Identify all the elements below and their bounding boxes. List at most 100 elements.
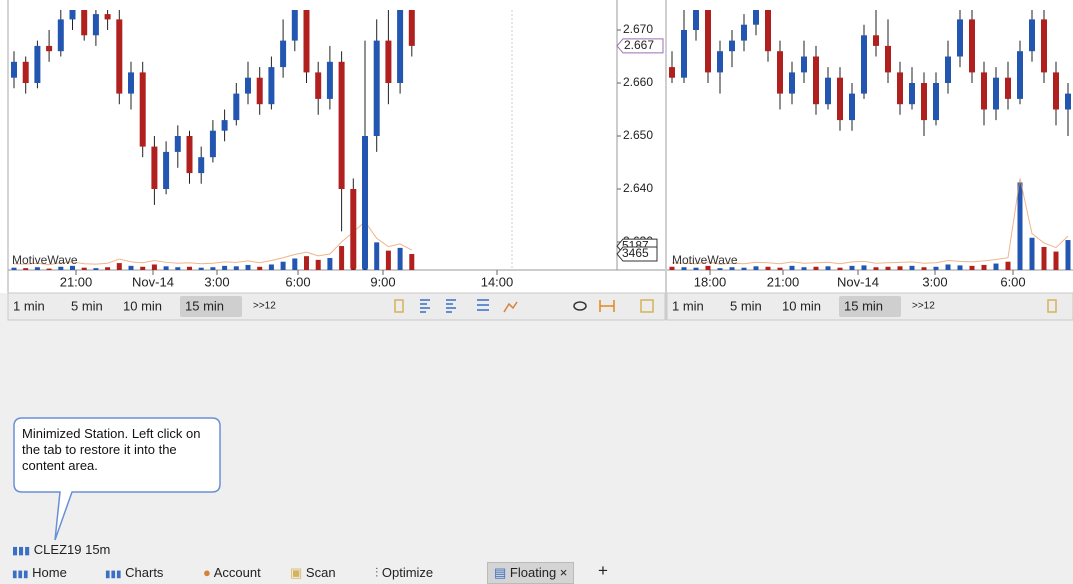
volume-bar [409,254,415,270]
candle-body [151,146,158,189]
tab-label[interactable]: Scan [305,565,336,580]
candle-body [717,51,723,73]
volume-bar [861,265,867,270]
watermark: MotiveWave [12,253,78,267]
candle-body [315,72,322,99]
volume-bar [257,266,263,270]
timeframe-button[interactable]: 1 min [672,298,704,313]
bottom-tabs: ▮▮▮ Home ▮▮▮ Charts ● Account ▣ Scan ⫶ O… [0,561,1073,584]
candle-body [385,40,392,83]
timeframe-button[interactable]: 10 min [782,298,821,313]
volume-bar [729,267,735,270]
volume-bar [1053,251,1059,270]
time-label: 9:00 [370,274,395,289]
candle-body [801,56,807,73]
volume-bar [268,264,274,270]
candle-body [825,77,831,105]
candle-body [104,14,111,20]
volume-bar [175,267,181,270]
volume-bar [11,267,17,270]
volume-bar [897,266,903,270]
timeframe-button[interactable]: 10 min [123,298,162,313]
timeframe-button[interactable]: 5 min [71,298,103,313]
volume-bar [801,267,807,270]
more-timeframes[interactable]: >>12 [253,301,276,312]
volume-bar [210,267,216,270]
timeframe-selected [839,296,901,317]
candle-body [1029,19,1035,52]
candle-body [981,72,987,110]
volume-bar [315,259,321,270]
tab-label[interactable]: Account [213,565,261,580]
candle-body [209,130,216,158]
volume-bar [1005,261,1011,270]
last-price-label: 2.667 [624,38,654,52]
more-timeframes[interactable]: >>12 [912,301,935,312]
tab-scan[interactable]: ▣ Scan [290,565,336,580]
volume-bar [58,266,64,270]
volume-bar [385,250,391,270]
timeframe-button[interactable]: 15 min [185,298,224,313]
last-price-box [616,38,664,54]
price-tick-label: 2.650 [623,128,653,142]
volume-bar [693,267,699,270]
candle-body [933,83,939,121]
tab-label[interactable]: Charts [125,565,164,580]
watermark: MotiveWave [672,253,738,267]
volume-bar [873,267,879,270]
minimized-tab-label[interactable]: CLEZ19 15m [33,542,111,557]
candle-body [777,51,783,94]
volume-bar [1041,246,1047,270]
minimized-tab[interactable]: ▮▮▮ CLEZ19 15m [12,542,111,557]
timeframe-selected [180,296,242,317]
volume-bar [669,266,675,270]
volume-bar [374,242,380,270]
volume-bar [292,258,298,270]
candle-body [34,45,41,83]
candle-body [729,40,735,52]
volume-bar [339,246,345,270]
volume-bar [23,268,29,270]
candle-body [116,19,123,94]
tab-label[interactable]: Home [32,565,67,580]
tab-close[interactable]: × [559,565,568,580]
candle-body [268,67,275,105]
timeframe-button[interactable]: 5 min [730,298,762,313]
time-label: 18:00 [694,274,727,289]
timeframe-button[interactable]: 15 min [844,298,883,313]
tab-optimize[interactable]: ⫶ Optimize [375,565,434,580]
time-label: 21:00 [767,274,800,289]
timeframe-button[interactable]: 1 min [13,298,45,313]
candle-body [921,83,927,121]
candle-body [837,77,843,121]
candle-body [280,40,287,68]
candle-body [669,67,675,78]
tab-account[interactable]: ● Account [203,565,261,580]
volume-bar [765,266,771,270]
tab-home[interactable]: ▮▮▮ Home [12,565,67,580]
volume-bar [128,265,134,270]
tab-label[interactable]: Optimize [381,565,434,580]
volume-bar [957,265,963,270]
candle-body [303,10,310,73]
toolbar-icons [394,299,1057,313]
tab-charts[interactable]: ▮▮▮ Charts [105,565,164,580]
candle-body [221,120,228,131]
volume-bar [70,265,75,270]
tab-label[interactable]: Floating [509,565,557,580]
candle-body [945,56,951,83]
volume-bar [81,267,87,270]
tab-floating[interactable]: ▤ Floating × [487,562,575,584]
candle-body [362,136,368,269]
candle-body [139,72,146,147]
candle-body [186,136,193,174]
candle-body [741,24,747,41]
candle-body [885,45,891,73]
tab-add[interactable]: + [598,561,608,580]
volume-bar [933,266,939,270]
candle-body [873,35,879,46]
volume-bar [969,265,975,270]
callout-bubble [13,417,221,541]
volume-bar [34,267,40,270]
volume-bar [1017,182,1023,270]
